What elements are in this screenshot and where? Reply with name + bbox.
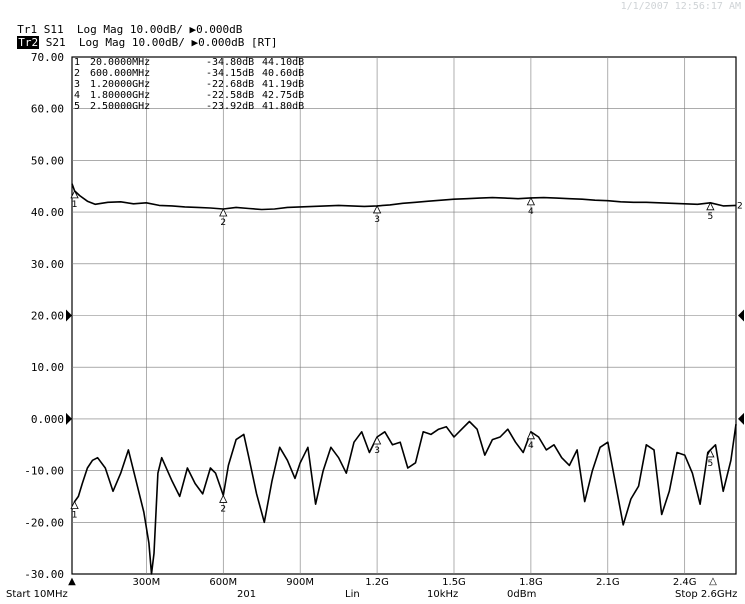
- marker-label: 2: [220, 218, 226, 228]
- x-tick-label: 1.2G: [365, 577, 389, 588]
- y-tick-label: 10.00: [31, 361, 64, 374]
- reference-arrow-left: [66, 309, 72, 322]
- timestamp: 1/1/2007 12:56:17 AM: [620, 1, 741, 12]
- marker-row: 3 1.20000GHz -22.68dB 41.19dB: [74, 79, 304, 90]
- points-count[interactable]: 201: [237, 589, 257, 600]
- marker-num: 5: [74, 101, 81, 112]
- if-bandwidth[interactable]: 10kHz: [427, 589, 459, 600]
- trace2-settings: S21 Log Mag 10.00dB/ ▶0.000dB [RT]: [39, 36, 278, 49]
- marker-triangle: [219, 208, 228, 217]
- y-tick-label: 30.00: [31, 258, 64, 271]
- marker-label: 5: [707, 212, 713, 222]
- marker-triangle: [706, 449, 715, 458]
- start-marker: ▲: [68, 576, 76, 587]
- marker-triangle: [706, 201, 715, 211]
- y-tick-label: -30.00: [24, 568, 64, 581]
- x-tick-label: 2.1G: [596, 577, 620, 588]
- start-frequency[interactable]: Start 10MHz: [6, 589, 68, 600]
- marker-value-2: 40.60dB: [262, 68, 305, 79]
- marker-triangle: [526, 196, 536, 206]
- x-tick-label: 2.4G: [673, 577, 697, 588]
- series-line-2: [71, 420, 737, 575]
- y-tick-label: 40.00: [31, 206, 64, 219]
- marker-label: 4: [528, 207, 534, 217]
- marker-freq: 1.80000GHz: [90, 90, 151, 101]
- reference-arrow-right: [738, 412, 744, 425]
- marker-table: 1 20.0000MHz -34.80dB 44.10dB 2 600.000MHz -3…: [74, 57, 304, 112]
- stop-marker: △: [709, 576, 717, 587]
- y-tick-label: -10.00: [24, 465, 64, 478]
- power-level[interactable]: 0dBm: [507, 589, 537, 600]
- trace2-header[interactable]: Tr2 S21 Log Mag 10.00dB/ ▶0.000dB [RT]: [4, 23, 278, 49]
- marker-freq: 20.0000MHz: [90, 57, 151, 68]
- marker-freq: 1.20000GHz: [90, 79, 151, 90]
- trace2-tag[interactable]: Tr2: [17, 36, 40, 49]
- trace1-settings: S11 Log Mag 10.00dB/ ▶0.000dB: [37, 23, 243, 36]
- marker-freq: 600.000MHz: [90, 68, 151, 79]
- sweep-type[interactable]: Lin: [345, 589, 360, 600]
- reference-arrow-right: [738, 309, 744, 322]
- marker-value-1: -34.15dB: [206, 68, 255, 79]
- marker-num: 2: [74, 68, 81, 79]
- marker-row: 5 2.50000GHz -23.92dB 41.80dB: [74, 101, 304, 112]
- y-tick-label: 50.00: [31, 154, 64, 167]
- y-tick-label: 20.00: [31, 310, 64, 323]
- marker-label: 5: [707, 459, 713, 469]
- x-tick-label: 900M: [286, 577, 314, 588]
- marker-value-2: 44.10dB: [262, 57, 305, 68]
- marker-label: 2: [220, 504, 226, 514]
- marker-value-2: 41.80dB: [262, 101, 305, 112]
- marker-num: 3: [74, 79, 81, 90]
- marker-triangle: [526, 430, 536, 440]
- marker-value-1: -22.68dB: [206, 79, 255, 90]
- marker-label: 4: [528, 441, 534, 451]
- marker-value-2: 42.75dB: [262, 90, 305, 101]
- marker-num: 4: [74, 90, 81, 101]
- marker-label: 1: [72, 200, 78, 210]
- marker-triangle: [70, 190, 79, 199]
- marker-value-1: -23.92dB: [206, 101, 255, 112]
- trace-end-label: 2: [737, 201, 743, 211]
- marker-num: 1: [74, 57, 81, 68]
- marker-triangle: [70, 500, 79, 510]
- trace1-tag[interactable]: Tr1: [17, 23, 38, 36]
- x-tick-label: 600M: [209, 577, 237, 588]
- marker-value-2: 41.19dB: [262, 79, 305, 90]
- marker-triangle: [372, 205, 382, 214]
- x-tick-label: 1.5G: [442, 577, 466, 588]
- marker-row: 4 1.80000GHz -22.58dB 42.75dB: [74, 90, 304, 101]
- marker-label: 3: [374, 446, 380, 456]
- x-tick-label: 300M: [132, 577, 160, 588]
- marker-triangle: [219, 494, 228, 503]
- x-tick-label: 1.8G: [519, 577, 543, 588]
- series-line-1: [71, 183, 737, 211]
- reference-arrow-left: [66, 412, 72, 425]
- marker-row: 1 20.0000MHz -34.80dB 44.10dB: [74, 57, 304, 68]
- marker-value-1: -34.80dB: [206, 57, 255, 68]
- y-tick-label: -20.00: [24, 516, 64, 529]
- marker-label: 1: [72, 511, 78, 521]
- trace1-header[interactable]: Tr1 S11 Log Mag 10.00dB/ ▶0.000dB: [4, 10, 242, 36]
- stop-frequency[interactable]: Stop 2.6GHz: [675, 589, 738, 600]
- y-tick-label: 0.000: [31, 413, 64, 426]
- marker-label: 3: [374, 215, 380, 225]
- marker-triangle: [372, 436, 382, 445]
- y-tick-label: 60.00: [31, 103, 64, 116]
- marker-freq: 2.50000GHz: [90, 101, 151, 112]
- y-tick-label: 70.00: [31, 51, 64, 64]
- marker-row: 2 600.000MHz -34.15dB 40.60dB: [74, 68, 304, 79]
- marker-value-1: -22.58dB: [206, 90, 255, 101]
